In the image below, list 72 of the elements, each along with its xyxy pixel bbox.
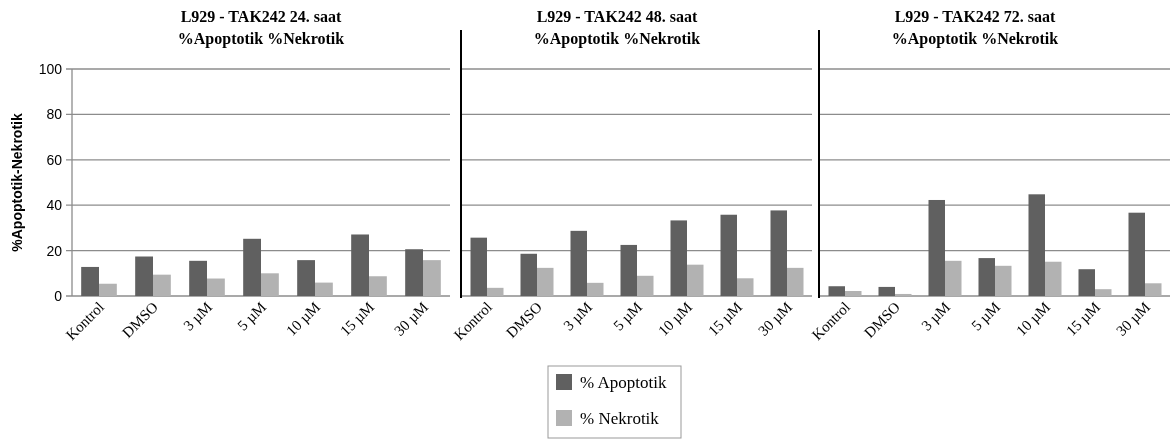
y-tick-label: 0 [54, 287, 63, 304]
bar [1145, 283, 1162, 296]
bar [207, 278, 225, 296]
bar [520, 253, 537, 296]
bar [928, 199, 945, 296]
x-tick-label: 10 µM [1013, 298, 1054, 339]
bar [1128, 212, 1145, 296]
chart-subtitle: %Apoptotik %Nekrotik [533, 30, 701, 48]
legend-label: % Apoptotik [580, 373, 667, 392]
bar [587, 282, 604, 296]
chart-subtitle: %Apoptotik %Nekrotik [177, 30, 345, 48]
x-tick-label: 3 µM [918, 298, 954, 334]
bar [1045, 261, 1062, 296]
x-tick-label: 5 µM [968, 298, 1004, 334]
bar [189, 260, 207, 296]
x-tick-label: 5 µM [610, 298, 646, 334]
chart-subtitle: %Apoptotik %Nekrotik [891, 30, 1059, 48]
bar [153, 274, 171, 296]
y-tick-label: 60 [46, 151, 63, 168]
bar [487, 287, 504, 296]
bar [1078, 269, 1095, 296]
y-tick-label: 80 [46, 106, 63, 123]
y-tick-label: 20 [46, 242, 63, 259]
chart-title: L929 - TAK242 72. saat [894, 8, 1057, 25]
chart-title: L929 - TAK242 24. saat [180, 8, 343, 25]
bar [315, 282, 333, 296]
x-tick-label: 30 µM [391, 298, 432, 339]
x-tick-label: 30 µM [755, 298, 796, 339]
bar [770, 210, 787, 296]
bar [81, 266, 99, 296]
bar [828, 286, 845, 296]
bar [687, 264, 704, 296]
bar [995, 265, 1012, 296]
bar [135, 256, 153, 296]
bar [878, 286, 895, 296]
bar [369, 276, 387, 296]
bar [243, 238, 261, 296]
chart-title: L929 - TAK242 48. saat [536, 8, 699, 25]
x-tick-label: 3 µM [180, 298, 216, 334]
y-axis-title: %Apoptotik-Nekrotik [9, 113, 25, 252]
bar [405, 249, 423, 296]
bar [670, 220, 687, 296]
bar [895, 293, 912, 296]
x-tick-label: 30 µM [1113, 298, 1154, 339]
bar [620, 244, 637, 296]
bar [470, 237, 487, 296]
bar [1095, 289, 1112, 296]
x-tick-label: 3 µM [560, 298, 596, 334]
x-tick-label: 5 µM [234, 298, 270, 334]
bar [537, 267, 554, 296]
bar [261, 273, 279, 296]
bar [720, 214, 737, 296]
bar [99, 283, 117, 296]
bar [978, 258, 995, 296]
x-tick-label: 15 µM [1063, 298, 1104, 339]
bar [423, 260, 441, 296]
x-tick-label: 10 µM [655, 298, 696, 339]
bar [787, 267, 804, 296]
x-tick-label: 15 µM [705, 298, 746, 339]
bar [351, 234, 369, 296]
y-tick-label: 40 [46, 197, 63, 214]
bar [737, 278, 754, 296]
bar [1028, 194, 1045, 296]
bar [945, 260, 962, 296]
x-tick-label: 10 µM [283, 298, 324, 339]
x-tick-label: 15 µM [337, 298, 378, 339]
bar [297, 260, 315, 296]
bar [845, 291, 862, 296]
bar [637, 275, 654, 296]
bar [570, 230, 587, 296]
y-tick-label: 100 [38, 60, 63, 77]
legend-label: % Nekrotik [580, 409, 660, 428]
